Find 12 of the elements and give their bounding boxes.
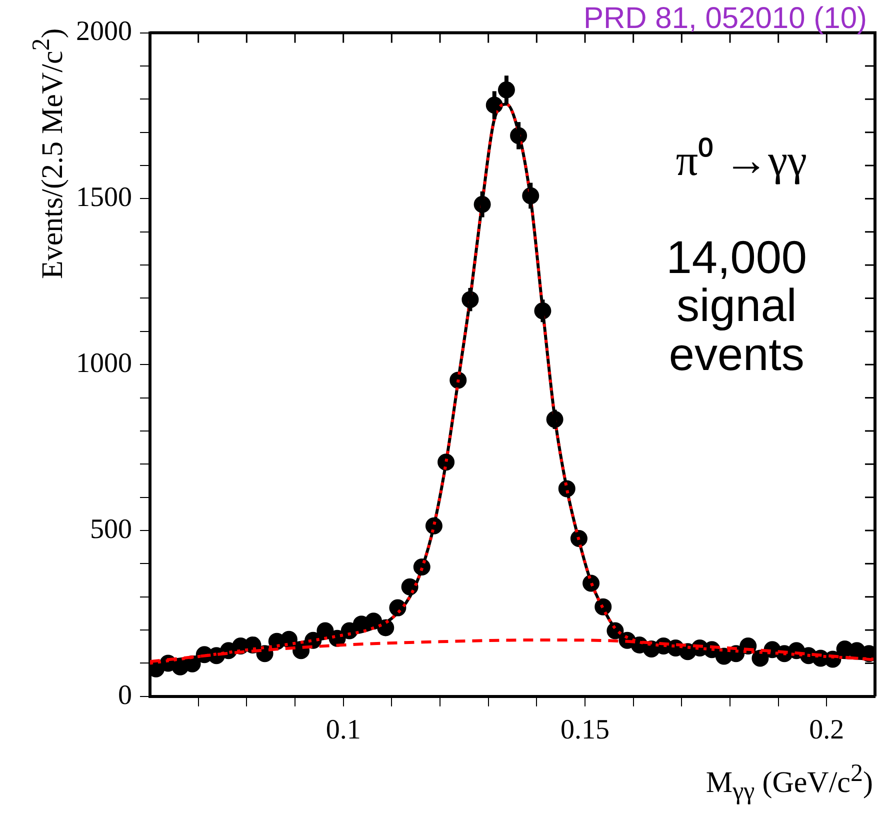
x-tick-label: 0.1: [326, 714, 361, 746]
y-tick-label: 500: [90, 514, 132, 545]
y-tick-label: 2000: [76, 16, 132, 48]
y-tick-label: 0: [118, 680, 132, 711]
x-tick-label: 0.2: [809, 714, 844, 746]
x-axis-title: M$_{γγ}$ (GeV/c$^{2}$): [706, 760, 873, 806]
chart-title: PRD 81, 052010 (10): [583, 2, 867, 36]
y-tick-label: 1500: [76, 182, 132, 214]
annotation: 14,000 signal events: [666, 231, 807, 380]
x-tick-label: 0.15: [560, 714, 610, 746]
y-tick-label: 1000: [76, 348, 132, 379]
annotation: π⁰ →γγ: [676, 136, 807, 185]
